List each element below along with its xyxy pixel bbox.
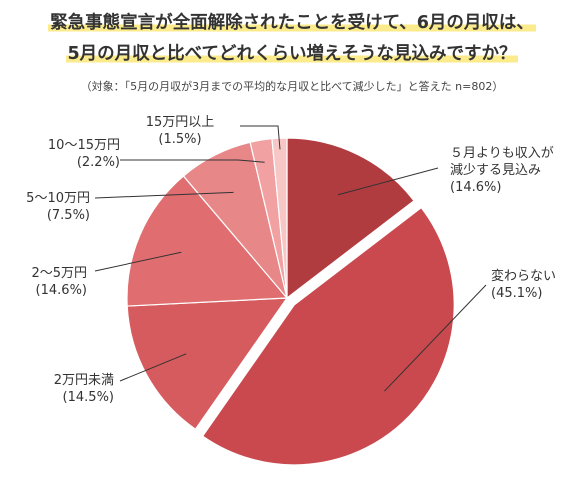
slice-label-line: 5〜10万円 [26,191,90,206]
slice-percent: (14.6%) [450,180,502,195]
slice-label-20k-50k: 2〜5万円 (14.6%) [31,265,87,299]
slice-label-over-150k: 15万円以上 (1.5%) [125,114,235,148]
pie-slice-20k-50k [126,175,289,307]
slice-label-line: ５月よりも収入が [450,146,554,161]
leader-line-50k-100k [94,191,234,199]
slice-percent: (1.5%) [158,132,202,147]
slice-percent: (7.5%) [46,208,90,223]
slice-label-line: 10〜15万円 [47,138,120,153]
slice-label-line: 変わらない [491,269,557,284]
slice-percent: (45.1%) [491,286,543,301]
chart-subtitle: （対象：「5月の月収が3月までの平均的な月収と比べて減少した」と答えた n=80… [80,80,504,93]
slice-label-line: 2万円未満 [53,373,114,388]
leader-lines [94,125,487,392]
leader-line-20k-50k [94,251,182,272]
leader-line-over-150k [240,125,281,150]
leader-line-unchanged [384,284,487,392]
slice-label-line: 減少する見込み [450,163,542,178]
pie-slices [126,137,455,466]
chart-title-line-1: 緊急事態宣言が全面解除されたことを受けて、6月の月収は、 [0,9,584,34]
leader-line-under-20k [119,353,187,382]
slice-label-decrease: ５月よりも収入が 減少する見込み (14.6%) [450,145,554,196]
slice-label-50k-100k: 5〜10万円 (7.5%) [26,190,90,224]
slice-label-line: 2〜5万円 [31,266,87,281]
slice-label-unchanged: 変わらない (45.1%) [491,268,556,302]
chart-title-line-1-text: 緊急事態宣言が全面解除されたことを受けて、6月の月収は、 [48,13,536,33]
slice-label-100k-150k: 10〜15万円 (2.2%) [48,137,120,171]
pie-slice-decrease [286,137,415,300]
slice-percent: (2.2%) [76,155,120,170]
pie-slice-under-20k [126,297,289,431]
slice-label-line: 15万円以上 [145,115,215,130]
leader-line-100k-150k [120,159,265,163]
slice-percent: (14.5%) [62,390,114,405]
slice-percent: (14.6%) [35,283,87,298]
pie-slice-unchanged [201,206,455,466]
chart-title-line-2-text: 5月の月収と比べてどれくらい増えそうな見込みですか？ [65,44,519,64]
leader-line-decrease [337,167,439,196]
chart-title-line-2: 5月の月収と比べてどれくらい増えそうな見込みですか？ [0,40,584,65]
slice-label-under-20k: 2万円未満 (14.5%) [54,372,114,406]
